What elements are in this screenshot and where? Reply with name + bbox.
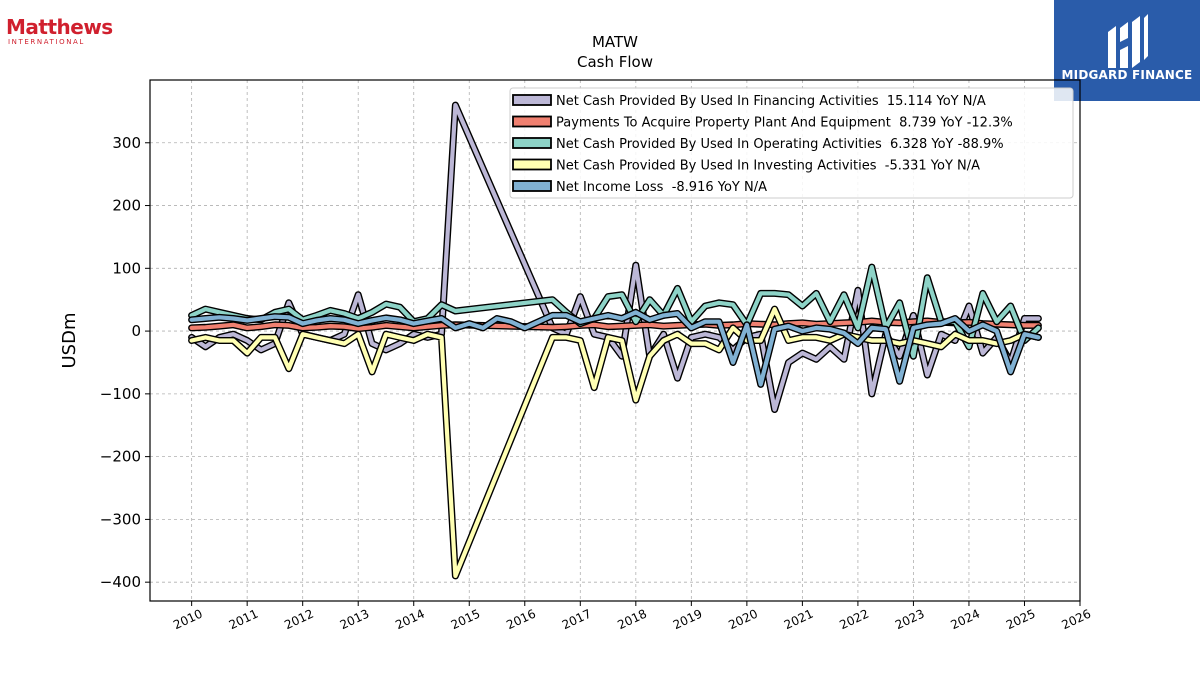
x-tick-label: 2024 [948, 607, 982, 633]
x-tick-label: 2018 [615, 607, 649, 633]
legend-label: Net Cash Provided By Used In Investing A… [556, 159, 980, 174]
matthews-logo-sub: INTERNATIONAL [8, 38, 85, 46]
x-tick-label: 2015 [449, 607, 483, 633]
legend-swatch [512, 137, 552, 149]
x-tick-label: 2019 [671, 607, 705, 633]
x-tick-label: 2017 [560, 607, 594, 633]
x-tick-label: 2023 [893, 607, 927, 633]
midgard-finance-logo: MIDGARD FINANCE [1054, 0, 1200, 101]
x-tick-label: 2012 [282, 607, 316, 633]
legend-label: Net Cash Provided By Used In Operating A… [556, 137, 1004, 152]
legend-swatch [512, 94, 552, 106]
legend-label: Net Income Loss -8.916 YoY N/A [556, 180, 767, 195]
legend-label: Payments To Acquire Property Plant And E… [556, 116, 1013, 131]
x-tick-label: 2020 [726, 607, 760, 633]
y-axis-label: USDm [59, 313, 80, 369]
x-tick-label: 2022 [837, 607, 871, 633]
y-tick-label: 300 [112, 134, 141, 152]
x-tick-label: 2021 [782, 607, 816, 633]
legend-label: Net Cash Provided By Used In Financing A… [556, 94, 986, 109]
y-tick-label: −300 [100, 510, 141, 528]
legend-swatch [512, 158, 552, 171]
chart-title: MATW [591, 33, 639, 51]
plot-frame [149, 79, 1081, 602]
x-tick-label: 2026 [1060, 607, 1094, 633]
y-tick-label: 0 [131, 322, 141, 340]
x-tick-label: 2014 [393, 607, 427, 633]
x-tick-label: 2016 [504, 607, 538, 633]
y-tick-label: −200 [100, 448, 141, 466]
x-tick-label: 2013 [338, 607, 372, 633]
y-tick-label: 100 [112, 259, 141, 277]
y-tick-label: 200 [112, 197, 141, 215]
series-line [189, 310, 1041, 387]
x-tick-label: 2025 [1004, 607, 1038, 633]
midgard-mark-icon [1108, 14, 1148, 68]
midgard-finance-name: MIDGARD FINANCE [1061, 68, 1193, 82]
x-tick-label: 2010 [171, 607, 205, 633]
legend-swatch [512, 180, 552, 192]
series-line [189, 318, 1041, 331]
x-tick-label: 2011 [227, 607, 261, 633]
y-tick-label: −400 [100, 573, 141, 591]
legend-box [509, 87, 1074, 199]
matthews-logo: Matthews INTERNATIONAL [6, 16, 116, 46]
legend-swatch [512, 115, 552, 128]
chart-subtitle: Cash Flow [577, 53, 653, 71]
matthews-logo-name: Matthews [6, 15, 113, 39]
y-tick-label: −100 [100, 385, 141, 403]
